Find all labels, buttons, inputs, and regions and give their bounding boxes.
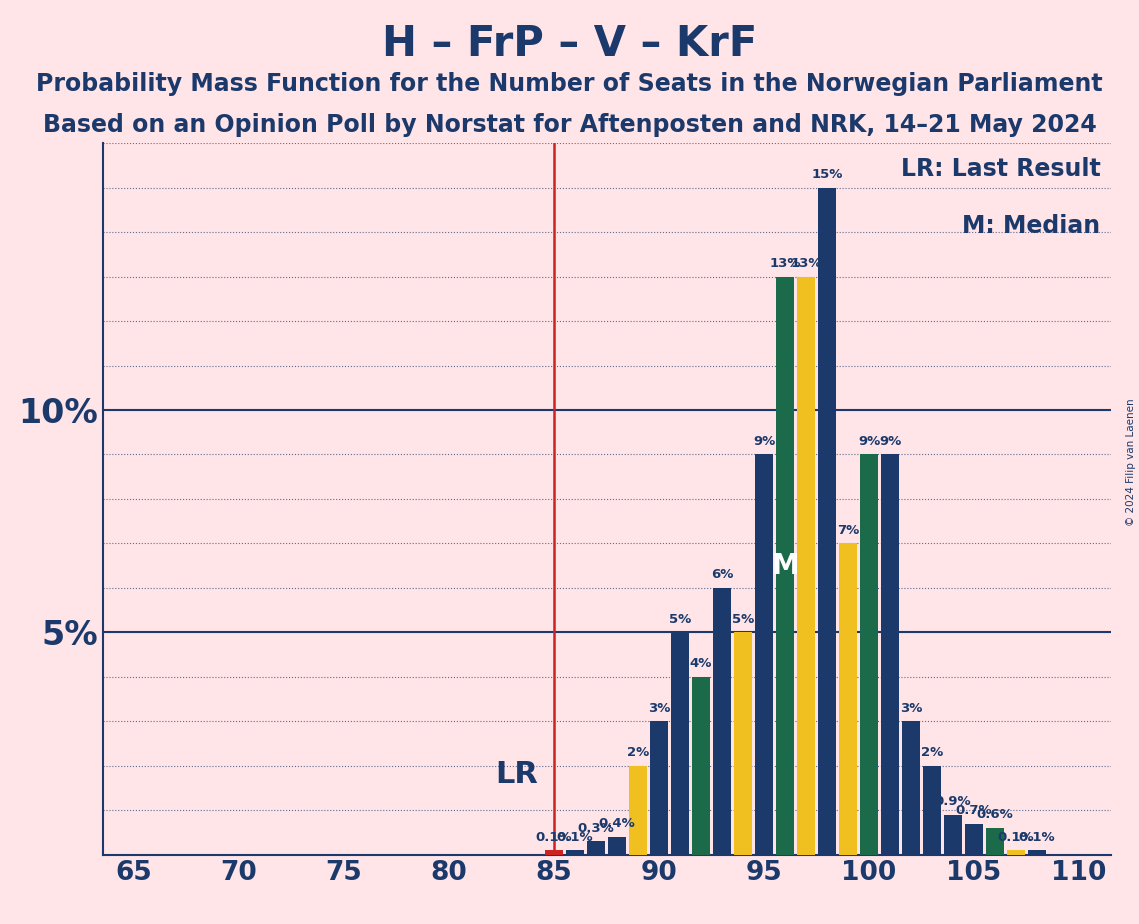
Bar xyxy=(776,276,794,855)
Bar xyxy=(693,676,710,855)
Bar xyxy=(860,455,878,855)
Text: 0.3%: 0.3% xyxy=(577,821,614,834)
Bar xyxy=(650,722,667,855)
Bar xyxy=(735,632,752,855)
Bar xyxy=(608,837,626,855)
Text: M: Median: M: Median xyxy=(962,214,1100,238)
Text: M: M xyxy=(771,552,798,579)
Bar xyxy=(546,850,563,855)
Text: 3%: 3% xyxy=(648,701,670,714)
Text: 13%: 13% xyxy=(790,257,821,270)
Text: LR: LR xyxy=(494,760,538,789)
Text: 0.1%: 0.1% xyxy=(535,831,572,844)
Text: 0.1%: 0.1% xyxy=(1018,831,1056,844)
Bar xyxy=(986,828,1003,855)
Text: 0.7%: 0.7% xyxy=(956,804,992,817)
Text: 9%: 9% xyxy=(858,435,880,448)
Text: 0.9%: 0.9% xyxy=(935,795,972,808)
Text: 5%: 5% xyxy=(669,613,691,626)
Text: 9%: 9% xyxy=(879,435,901,448)
Text: 2%: 2% xyxy=(626,746,649,760)
Bar xyxy=(671,632,689,855)
Text: LR: Last Result: LR: Last Result xyxy=(901,157,1100,181)
Text: 0.1%: 0.1% xyxy=(557,831,593,844)
Bar xyxy=(818,188,836,855)
Text: 7%: 7% xyxy=(837,524,859,537)
Text: 13%: 13% xyxy=(769,257,801,270)
Bar xyxy=(944,815,962,855)
Text: 6%: 6% xyxy=(711,568,734,581)
Text: H – FrP – V – KrF: H – FrP – V – KrF xyxy=(382,23,757,65)
Bar xyxy=(923,766,941,855)
Bar xyxy=(1007,850,1025,855)
Bar xyxy=(902,722,920,855)
Text: Based on an Opinion Poll by Norstat for Aftenposten and NRK, 14–21 May 2024: Based on an Opinion Poll by Norstat for … xyxy=(42,113,1097,137)
Bar xyxy=(587,842,605,855)
Text: 15%: 15% xyxy=(811,168,843,181)
Text: 3%: 3% xyxy=(900,701,923,714)
Text: 0.1%: 0.1% xyxy=(998,831,1034,844)
Text: 0.4%: 0.4% xyxy=(599,817,636,831)
Text: © 2024 Filip van Laenen: © 2024 Filip van Laenen xyxy=(1125,398,1136,526)
Bar xyxy=(566,850,584,855)
Bar xyxy=(629,766,647,855)
Text: 9%: 9% xyxy=(753,435,776,448)
Bar xyxy=(797,276,814,855)
Bar xyxy=(755,455,773,855)
Text: Probability Mass Function for the Number of Seats in the Norwegian Parliament: Probability Mass Function for the Number… xyxy=(36,72,1103,96)
Text: 0.6%: 0.6% xyxy=(976,808,1014,821)
Bar xyxy=(965,823,983,855)
Bar xyxy=(713,588,731,855)
Text: 5%: 5% xyxy=(732,613,754,626)
Bar xyxy=(839,543,857,855)
Bar xyxy=(882,455,899,855)
Text: 4%: 4% xyxy=(690,657,712,670)
Text: 2%: 2% xyxy=(921,746,943,760)
Bar xyxy=(1029,850,1046,855)
